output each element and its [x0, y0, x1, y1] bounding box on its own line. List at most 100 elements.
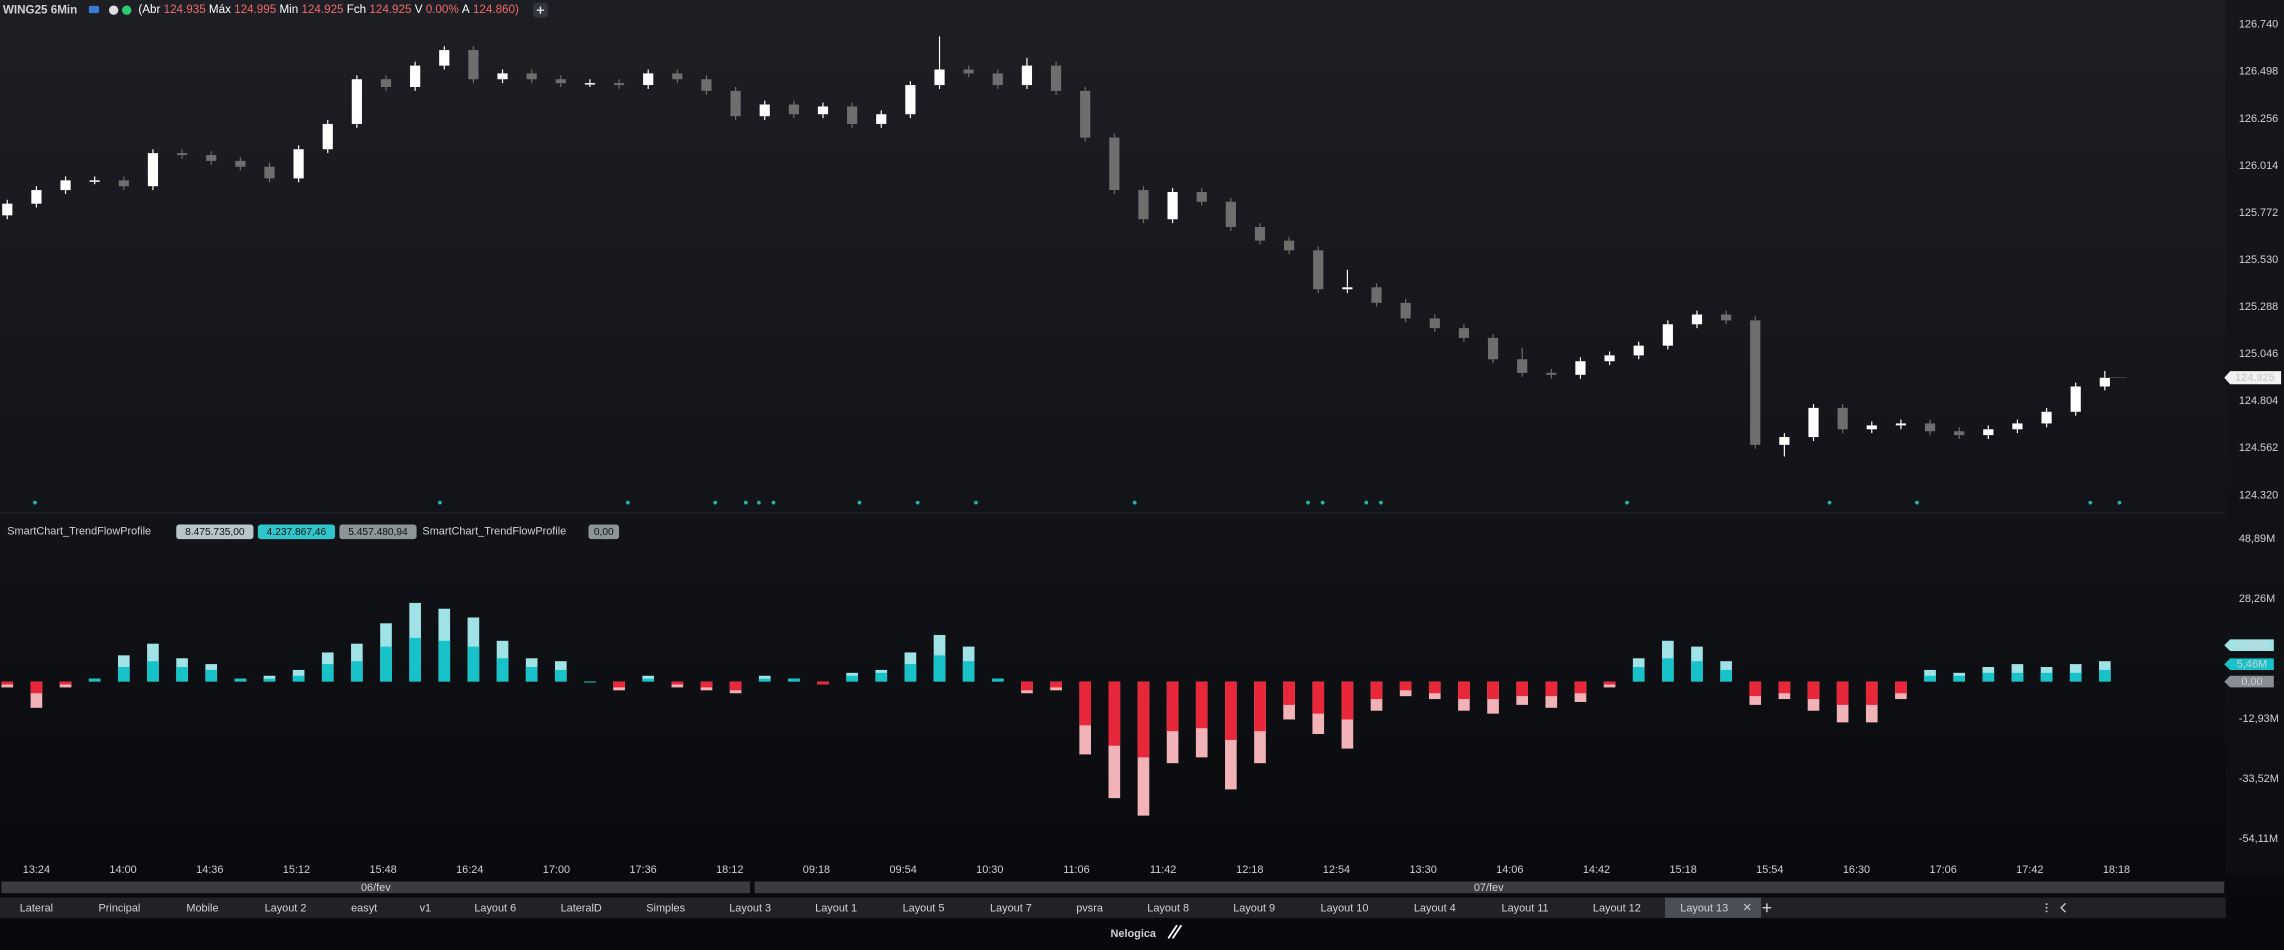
- candle-body: [2, 203, 13, 216]
- flow-bar: [88, 678, 101, 682]
- candle-body: [1954, 431, 1965, 436]
- tab[interactable]: Layout 3: [729, 902, 771, 914]
- tab[interactable]: Layout 8: [1147, 902, 1189, 914]
- x-tick-label: 16:30: [1843, 864, 1870, 876]
- flow-bar: [554, 669, 567, 682]
- tab[interactable]: pvsra: [1076, 902, 1104, 914]
- candle-body: [1342, 287, 1353, 290]
- tab[interactable]: Layout 4: [1414, 902, 1456, 914]
- label: Máx: [209, 3, 231, 16]
- flow-bar: [234, 678, 247, 682]
- flow-bar: [875, 672, 888, 682]
- legend-value: 0,00: [594, 527, 614, 538]
- flow-bar: [2069, 672, 2082, 682]
- candle-body: [1050, 65, 1062, 91]
- indicator-title: SmartChart_TrendFlowProfile: [422, 526, 566, 538]
- flow-bar: [584, 681, 596, 683]
- tab[interactable]: LateralD: [561, 902, 602, 914]
- tab-bar: [0, 897, 2226, 918]
- candle-body: [235, 160, 246, 167]
- tab[interactable]: Layout 11: [1502, 902, 1549, 914]
- candle-body: [380, 79, 392, 88]
- y-tick-label: 125.288: [2239, 301, 2278, 313]
- x-tick-label: 15:18: [1669, 864, 1696, 876]
- tab[interactable]: Mobile: [186, 902, 218, 914]
- x-tick-label: 15:54: [1756, 864, 1783, 876]
- add-icon: [536, 6, 545, 14]
- tab[interactable]: v1: [420, 902, 432, 914]
- flow-bar: [1312, 681, 1325, 714]
- axis-badge-label: 0,00: [2241, 676, 2262, 688]
- flow-bar: [1865, 681, 1878, 705]
- flow-bar: [1662, 658, 1674, 682]
- axis-badge-label: 8,48M: [2237, 640, 2267, 652]
- flow-bar: [525, 667, 538, 682]
- candle-body: [468, 50, 479, 80]
- flow-bar: [30, 681, 43, 694]
- flow-bar: [1778, 681, 1791, 694]
- date-label: 06/fev: [361, 882, 391, 894]
- tab[interactable]: Layout 5: [903, 902, 945, 914]
- close-tab[interactable]: [1743, 903, 1751, 911]
- candle-body: [2041, 411, 2052, 424]
- icon-status: [122, 5, 132, 15]
- candle-body: [1517, 359, 1528, 373]
- flow-bar: [263, 678, 276, 682]
- tab[interactable]: Layout 2: [265, 902, 307, 914]
- candle-body: [1604, 355, 1615, 362]
- new-tab[interactable]: [1762, 903, 1772, 913]
- tab[interactable]: Layout 7: [990, 902, 1032, 914]
- value: 0.00%: [426, 3, 459, 16]
- candle-body: [1983, 429, 1994, 436]
- candle-body: [555, 79, 566, 84]
- candle-body: [643, 73, 654, 86]
- candle-body: [1633, 345, 1644, 356]
- flow-bar: [409, 637, 421, 682]
- collapse-icon[interactable]: [2060, 902, 2066, 913]
- tab[interactable]: Lateral: [20, 902, 53, 914]
- flow-bar: [817, 681, 829, 685]
- flow-bar: [1574, 681, 1587, 694]
- axis-badge-label: 5,46M: [2237, 659, 2267, 671]
- signal-dots: [33, 500, 2122, 505]
- flow-bar: [962, 661, 975, 682]
- candle-body: [1429, 318, 1440, 329]
- x-tick-label: 18:12: [716, 864, 743, 876]
- flow-bar: [991, 678, 1004, 682]
- flow-bar: [1225, 681, 1237, 740]
- tab[interactable]: Simples: [646, 902, 685, 914]
- tab[interactable]: Layout 1: [815, 902, 857, 914]
- tab[interactable]: Layout 9: [1233, 902, 1275, 914]
- x-tick-label: 13:24: [23, 864, 50, 876]
- flow-bar: [1166, 681, 1179, 732]
- candle-body: [1575, 361, 1586, 375]
- value: 124.925: [301, 3, 343, 16]
- y-tick-label: 28,26M: [2239, 593, 2275, 605]
- y-tick-label: 124.320: [2239, 489, 2278, 501]
- candle-body: [730, 90, 741, 117]
- candle-body: [439, 50, 450, 66]
- tab[interactable]: Principal: [99, 902, 141, 914]
- flow-bar: [147, 661, 159, 682]
- candle-body: [351, 79, 362, 124]
- icon-minus[interactable]: [108, 5, 119, 15]
- y-tick-label: 126.014: [2239, 160, 2278, 172]
- candle-body: [1021, 65, 1033, 86]
- tab[interactable]: Layout 6: [474, 902, 516, 914]
- active-tab[interactable]: [1664, 897, 1762, 918]
- tab[interactable]: Layout 13: [1680, 902, 1728, 914]
- flow-bar: [1050, 681, 1062, 688]
- x-tick-label: 09:54: [889, 864, 916, 876]
- legend-badge: [588, 524, 620, 540]
- menu-icon[interactable]: [2045, 903, 2048, 913]
- candle-body: [1196, 192, 1207, 202]
- candle-body: [759, 104, 770, 117]
- tab[interactable]: Layout 10: [1321, 902, 1369, 914]
- tab[interactable]: easyt: [351, 902, 377, 914]
- legend-value: 4.237.867,46: [267, 527, 327, 538]
- candle-body: [905, 85, 916, 115]
- y-tick-label: 124.562: [2239, 442, 2278, 454]
- x-tick-label: 11:42: [1150, 864, 1176, 876]
- tab[interactable]: Layout 12: [1593, 902, 1641, 914]
